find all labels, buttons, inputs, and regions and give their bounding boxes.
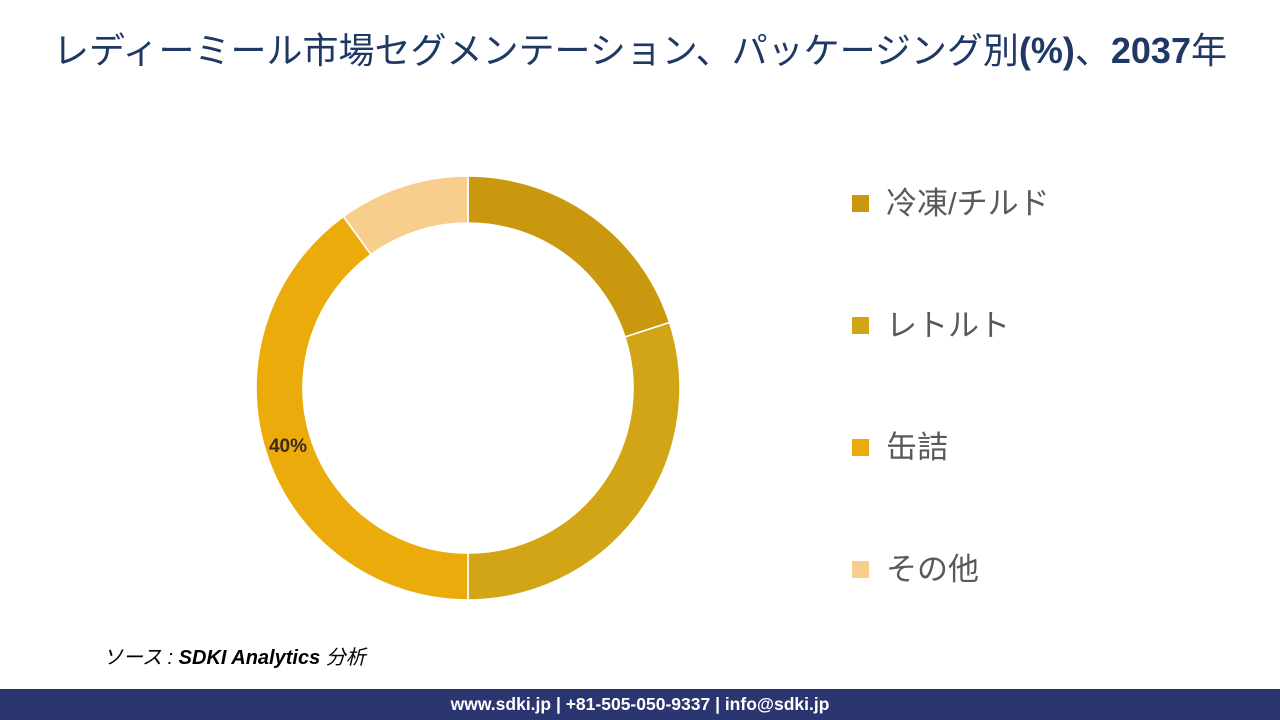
svg-text:40%: 40% <box>269 436 307 457</box>
